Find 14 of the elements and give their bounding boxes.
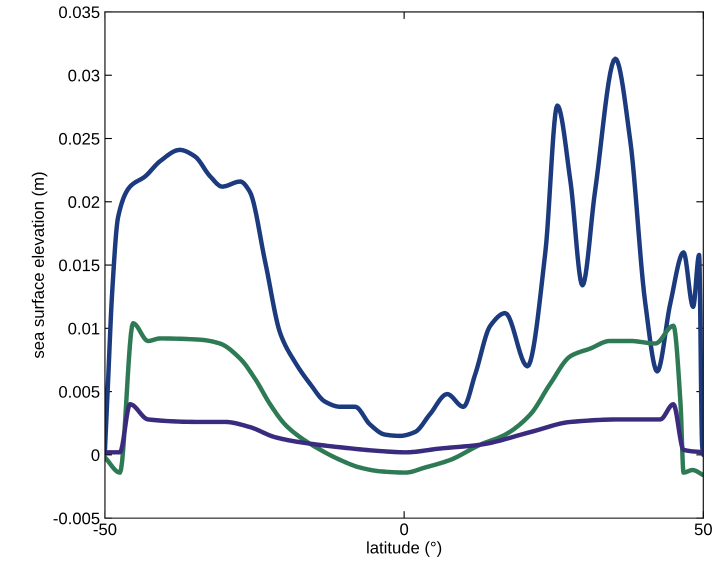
y-tick-label: 0.01 (68, 322, 100, 335)
y-axis-title: sea surface elevation (m) (32, 172, 48, 358)
y-tick-label: -0.005 (54, 512, 100, 524)
y-tick-label: 0.02 (68, 196, 100, 208)
y-tick-label: 0.025 (59, 132, 100, 145)
y-tick-label: 0.035 (59, 6, 100, 18)
x-axis-title: latitude (°) (367, 541, 442, 557)
x-tick-label: 0 (400, 523, 408, 536)
x-tick-label: 50 (694, 523, 712, 536)
y-tick-label: 0.03 (68, 70, 100, 82)
y-tick-label: 0.005 (59, 386, 100, 398)
y-tick-label: 0.015 (59, 259, 100, 272)
x-tick-label: -50 (94, 523, 116, 536)
y-tick-label: 0 (91, 449, 100, 462)
